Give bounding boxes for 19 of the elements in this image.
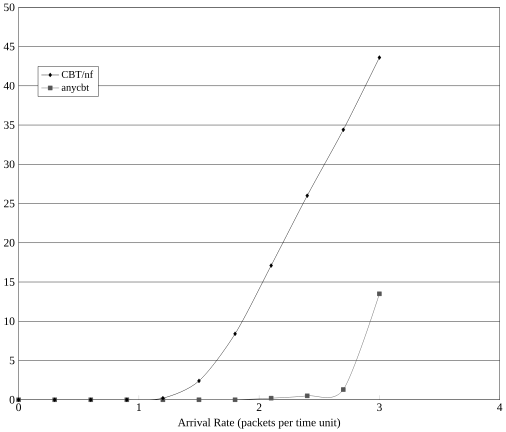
x-axis-title: Arrival Rate (packets per time unit) <box>178 418 340 429</box>
x-tick-label: 2 <box>256 403 262 411</box>
y-tick-label: 50 <box>4 3 14 12</box>
y-tick-label: 35 <box>4 121 14 129</box>
x-tick-label: 1 <box>137 403 142 411</box>
x-tick-label: 3 <box>377 403 382 412</box>
y-tick-label: 25 <box>4 200 14 208</box>
y-tick-label: 30 <box>4 160 14 168</box>
y-tick-label: 40 <box>4 82 14 90</box>
legend-label: CBT/nf <box>62 70 94 78</box>
y-tick-label: 5 <box>10 356 14 364</box>
x-tick-label: 0 <box>16 403 21 412</box>
y-tick-label: 45 <box>4 42 14 50</box>
y-tick-label: 20 <box>4 238 14 247</box>
x-tick-label: 4 <box>497 403 502 411</box>
legend-label: anycbt <box>62 84 90 93</box>
y-tick-label: 15 <box>4 278 14 286</box>
y-tick-label: 0 <box>10 396 14 404</box>
y-tick-label: 10 <box>4 317 14 326</box>
